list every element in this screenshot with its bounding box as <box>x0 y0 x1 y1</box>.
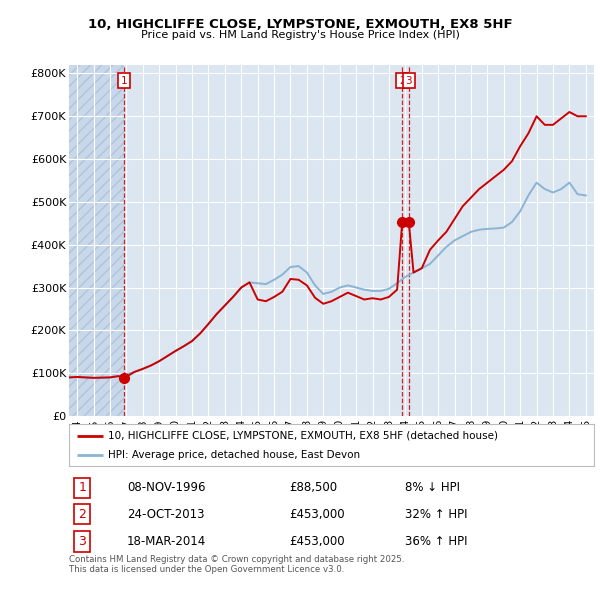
Text: £453,000: £453,000 <box>290 508 345 521</box>
Text: £453,000: £453,000 <box>290 535 345 548</box>
Text: Contains HM Land Registry data © Crown copyright and database right 2025.
This d: Contains HM Land Registry data © Crown c… <box>69 555 404 574</box>
Text: 1: 1 <box>78 481 86 494</box>
Text: 2: 2 <box>399 76 406 86</box>
Text: 18-MAR-2014: 18-MAR-2014 <box>127 535 206 548</box>
Text: 32% ↑ HPI: 32% ↑ HPI <box>405 508 467 521</box>
Text: £88,500: £88,500 <box>290 481 338 494</box>
Text: 24-OCT-2013: 24-OCT-2013 <box>127 508 204 521</box>
Text: HPI: Average price, detached house, East Devon: HPI: Average price, detached house, East… <box>109 451 361 460</box>
Text: 3: 3 <box>406 76 412 86</box>
Text: 8% ↓ HPI: 8% ↓ HPI <box>405 481 460 494</box>
Text: 2: 2 <box>78 508 86 521</box>
Text: 1: 1 <box>121 76 127 86</box>
Text: 36% ↑ HPI: 36% ↑ HPI <box>405 535 467 548</box>
Text: 3: 3 <box>78 535 86 548</box>
Text: 10, HIGHCLIFFE CLOSE, LYMPSTONE, EXMOUTH, EX8 5HF (detached house): 10, HIGHCLIFFE CLOSE, LYMPSTONE, EXMOUTH… <box>109 431 499 441</box>
Text: Price paid vs. HM Land Registry's House Price Index (HPI): Price paid vs. HM Land Registry's House … <box>140 30 460 40</box>
Text: 08-NOV-1996: 08-NOV-1996 <box>127 481 205 494</box>
Bar <box>69 65 124 416</box>
Text: 10, HIGHCLIFFE CLOSE, LYMPSTONE, EXMOUTH, EX8 5HF: 10, HIGHCLIFFE CLOSE, LYMPSTONE, EXMOUTH… <box>88 18 512 31</box>
